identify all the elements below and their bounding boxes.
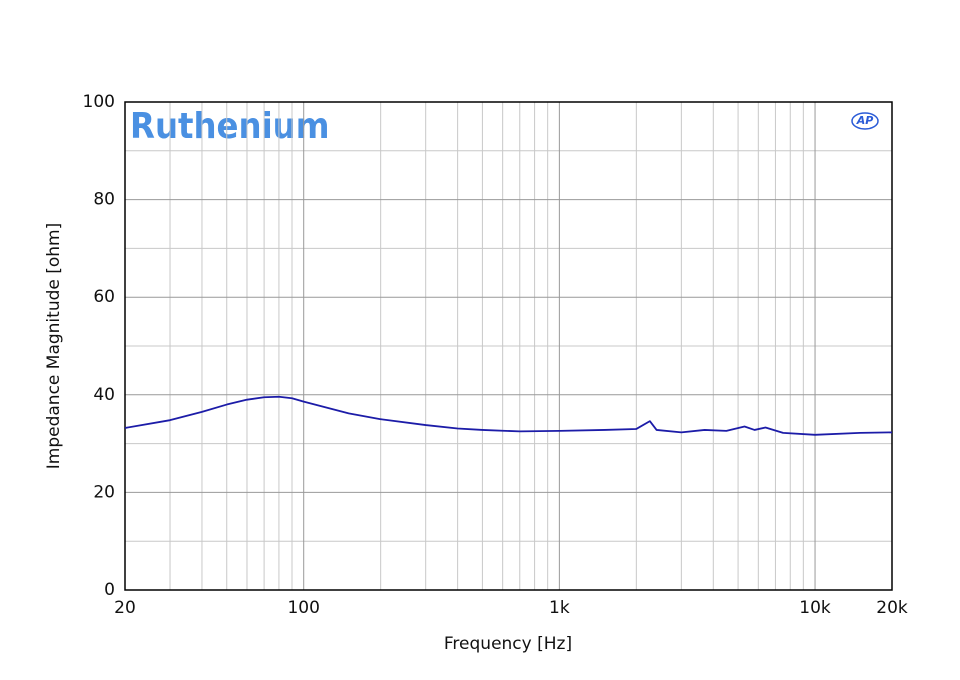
x-tick-label: 10k [799,598,831,618]
chart-title: Ruthenium [130,106,330,147]
x-tick-label: 20 [114,598,136,618]
y-tick-label: 40 [93,385,115,405]
x-tick-label: 100 [287,598,319,618]
y-axis-label: Impedance Magnitude [ohm] [44,223,64,469]
plot-frame [124,101,893,591]
line-series [124,395,893,436]
x-axis-label: Frequency [Hz] [444,634,572,654]
y-tick-label: 20 [93,482,115,502]
y-tick-label: 60 [93,287,115,307]
y-tick-label: 80 [93,190,115,210]
y-tick-label: 100 [83,92,115,112]
logo-ring [851,112,879,130]
x-tick-label: 20k [876,598,908,618]
x-tick-label: 1k [549,598,570,618]
y-tick-label: 0 [104,580,115,600]
logo: AP [856,114,874,127]
